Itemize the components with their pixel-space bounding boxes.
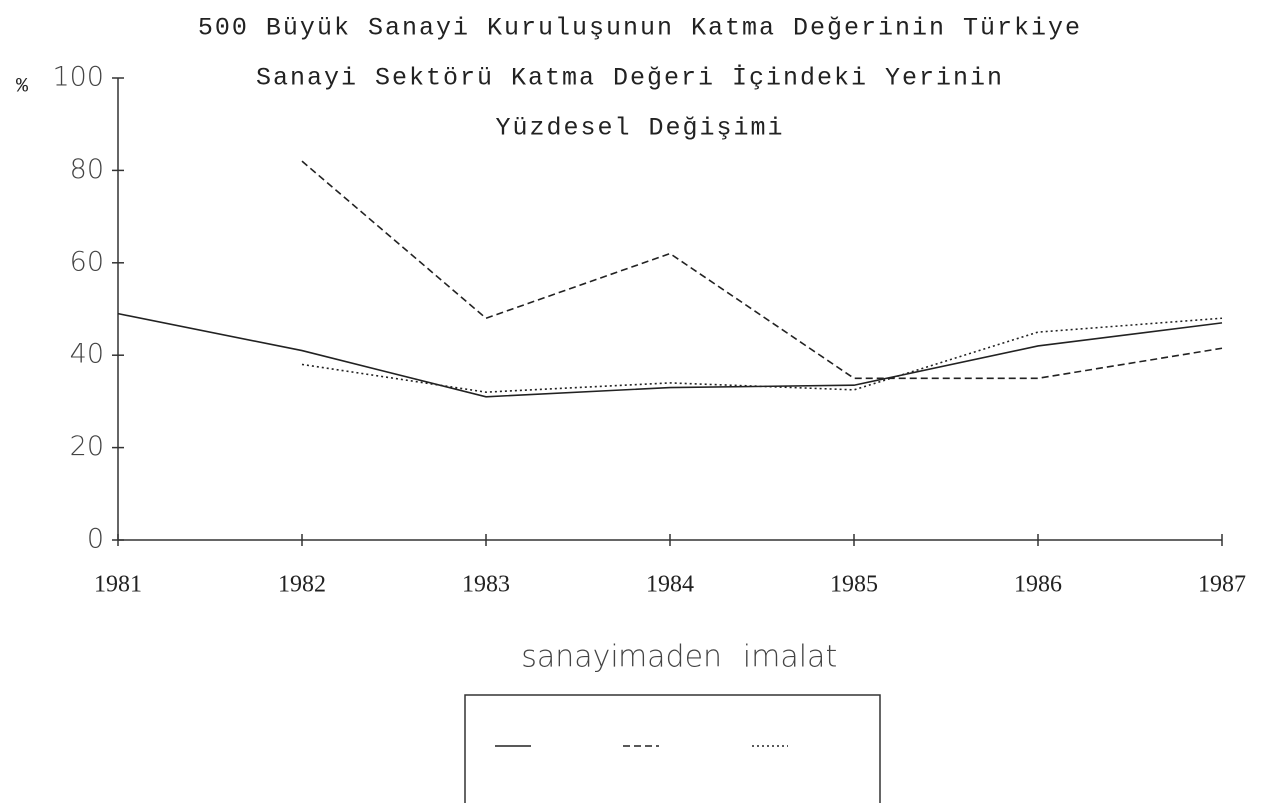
line-series (301, 160, 1223, 380)
legend-label: maden (618, 640, 722, 675)
y-tick-label: 60 (70, 246, 104, 277)
x-tick-label: 1986 (1014, 572, 1062, 598)
y-tick-label: 80 (70, 154, 104, 185)
y-axis-label: % (16, 75, 29, 98)
line-series (301, 317, 1223, 393)
line-series (117, 312, 1223, 398)
x-tick-label: 1983 (462, 572, 510, 598)
x-tick-label: 1981 (94, 572, 142, 598)
y-tick-label: 20 (70, 431, 104, 462)
x-tick-label: 1987 (1198, 572, 1246, 598)
x-tick-label: 1982 (278, 572, 326, 598)
chart-title: Sanayi Sektörü Katma Değeri İçindeki Yer… (256, 64, 1004, 93)
legend-label: sanayi (521, 640, 619, 675)
legend-box (464, 694, 881, 803)
chart-title: Yüzdesel Değişimi (495, 114, 784, 143)
y-tick-label: 100 (52, 62, 104, 93)
y-tick-label: 0 (87, 524, 104, 555)
x-tick-label: 1985 (830, 572, 878, 598)
y-tick-label: 40 (70, 339, 104, 370)
x-tick-label: 1984 (646, 572, 694, 598)
chart-title: 500 Büyük Sanayi Kuruluşunun Katma Değer… (198, 14, 1082, 43)
legend-label: imalat (743, 640, 837, 675)
